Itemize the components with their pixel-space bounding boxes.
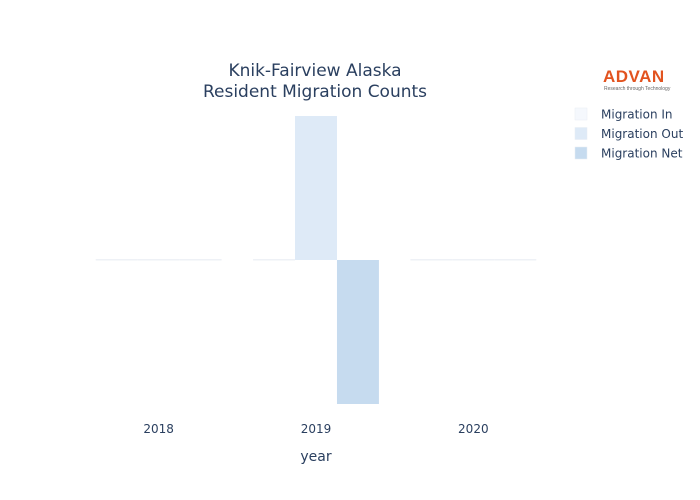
- legend-item-migration-net[interactable]: Migration Net: [574, 146, 683, 161]
- bar-migration-in-2019[interactable]: [253, 259, 296, 261]
- legend-label: Migration Out: [601, 127, 683, 141]
- legend-item-migration-out[interactable]: Migration Out: [574, 127, 683, 141]
- bar-migration-net-2019[interactable]: [336, 260, 379, 404]
- legend-label: Migration In: [601, 108, 673, 122]
- bar-migration-net-2020[interactable]: [494, 259, 537, 261]
- bar-migration-net-2018[interactable]: [179, 259, 222, 261]
- bar-migration-out-2018[interactable]: [137, 259, 180, 261]
- x-tick-labels: 2018 2019 2020: [143, 422, 488, 436]
- bar-migration-in-2020[interactable]: [410, 259, 453, 261]
- bars-group: [95, 116, 537, 404]
- legend[interactable]: Migration In Migration Out Migration Net: [574, 107, 683, 161]
- legend-item-migration-in[interactable]: Migration In: [574, 107, 673, 122]
- logo-tagline: Research through Technology: [604, 86, 671, 92]
- legend-swatch: [574, 127, 588, 140]
- legend-swatch: [574, 107, 588, 121]
- chart-title-line-2: Resident Migration Counts: [203, 82, 427, 102]
- x-tick-label-2019: 2019: [301, 422, 332, 436]
- x-tick-label-2018: 2018: [143, 422, 174, 436]
- bar-migration-in-2018[interactable]: [95, 259, 138, 261]
- x-tick-label-2020: 2020: [458, 422, 489, 436]
- chart-title-line-1: Knik-Fairview Alaska: [228, 61, 401, 81]
- logo-wordmark: ADVAN: [603, 67, 665, 86]
- legend-swatch: [574, 146, 588, 160]
- bar-migration-out-2019[interactable]: [295, 116, 337, 260]
- advan-logo: ADVAN Research through Technology: [603, 67, 671, 92]
- x-axis-title: year: [300, 449, 331, 465]
- bar-migration-out-2020[interactable]: [452, 259, 495, 261]
- legend-label: Migration Net: [601, 147, 683, 161]
